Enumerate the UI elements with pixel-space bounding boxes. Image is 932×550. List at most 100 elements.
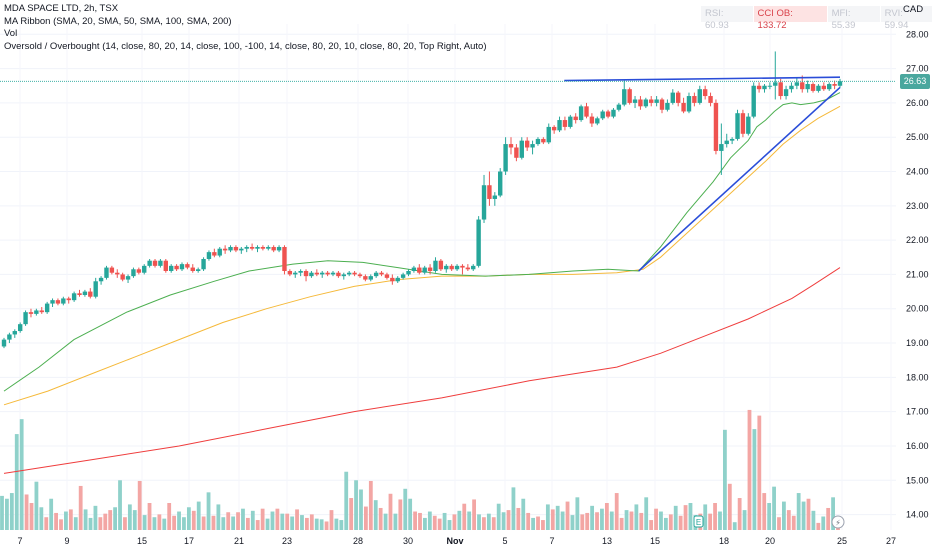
volume-bar xyxy=(196,501,201,530)
candle-body xyxy=(476,219,481,266)
candle-body xyxy=(751,85,756,117)
volume-bar xyxy=(103,513,108,530)
candle-body xyxy=(654,99,659,103)
candle-body xyxy=(314,272,320,275)
candle-body xyxy=(195,269,201,271)
volume-bar xyxy=(324,521,329,530)
volume-bar xyxy=(250,510,255,530)
candle-body xyxy=(266,246,271,249)
candle-body xyxy=(320,272,325,275)
candle-body xyxy=(298,270,303,273)
volume-bar xyxy=(718,511,722,530)
volume-bars xyxy=(0,409,840,530)
volume-bar xyxy=(437,518,442,530)
candle-body xyxy=(206,252,212,259)
volume-legend[interactable]: Vol xyxy=(4,28,18,39)
volume-bar xyxy=(182,517,186,530)
volume-bar xyxy=(516,507,521,530)
symbol-title[interactable]: MDA SPACE LTD, 2h, TSX xyxy=(4,3,119,14)
candle-body xyxy=(605,111,611,117)
volume-bar xyxy=(137,480,142,530)
volume-bar xyxy=(545,504,550,530)
volume-bar xyxy=(9,493,14,530)
volume-bar xyxy=(634,504,639,530)
candle-body xyxy=(444,265,449,270)
candle-body xyxy=(800,82,805,90)
candle-body xyxy=(98,277,104,282)
candle-body xyxy=(794,82,800,86)
candle-body xyxy=(503,144,508,172)
candle-body xyxy=(142,265,147,273)
volume-bar xyxy=(801,501,806,530)
candle-body xyxy=(336,272,341,277)
x-tick-Nov: Nov xyxy=(446,536,463,546)
candle-body xyxy=(325,272,330,275)
candle-body xyxy=(573,116,578,121)
candle-body xyxy=(384,274,390,278)
x-tick-27: 27 xyxy=(886,536,896,546)
osob-cell-0: RSI: 60.93 xyxy=(701,6,753,31)
lightning-icon xyxy=(831,515,845,529)
volume-bar xyxy=(668,514,673,530)
candle-body xyxy=(778,82,783,97)
candle-body xyxy=(61,298,66,304)
candle-body xyxy=(71,293,77,301)
volume-bar xyxy=(786,510,791,530)
volume-bar xyxy=(64,511,68,530)
volume-bar xyxy=(442,512,447,530)
volume-bar xyxy=(39,507,44,530)
candle-body xyxy=(28,312,34,314)
candle-body xyxy=(249,246,255,249)
candle-body xyxy=(805,84,810,90)
volume-bar xyxy=(462,503,467,530)
volume-bar xyxy=(609,511,614,530)
volume-bar xyxy=(511,487,516,530)
volume-bar xyxy=(78,485,83,530)
volume-bar xyxy=(226,512,231,530)
candle-body xyxy=(228,246,233,251)
candle-body xyxy=(519,140,524,158)
volume-bar xyxy=(44,517,49,530)
volume-bar xyxy=(447,520,452,530)
volume-bar xyxy=(364,506,368,530)
volume-bar xyxy=(275,508,280,530)
volume-bar xyxy=(629,511,634,530)
volume-bar xyxy=(177,511,181,530)
volume-bar xyxy=(418,512,422,530)
candle-body xyxy=(762,85,767,90)
x-tick-28: 28 xyxy=(353,536,363,546)
volume-bar xyxy=(423,517,427,530)
x-tick-7: 7 xyxy=(549,536,554,546)
earnings-icon-glyph: E xyxy=(696,518,701,527)
sma200-line xyxy=(3,267,841,474)
volume-bar xyxy=(373,500,378,530)
volume-bar xyxy=(816,522,821,530)
volume-bar xyxy=(236,512,240,530)
candle-body xyxy=(541,138,546,143)
candle-body xyxy=(616,104,622,110)
candle-body xyxy=(271,246,276,251)
candle-body xyxy=(82,291,88,296)
volume-bar xyxy=(408,498,413,530)
ma-ribbon-legend[interactable]: MA Ribbon (SMA, 20, SMA, 50, SMA, 100, S… xyxy=(4,15,232,27)
candle-body xyxy=(524,140,530,148)
y-tick-25.00: 25.00 xyxy=(906,132,929,142)
candle-body xyxy=(212,252,217,256)
volume-bar xyxy=(83,509,88,530)
volume-bar xyxy=(49,498,54,530)
currency-label[interactable]: CAD xyxy=(903,4,924,15)
candle-body xyxy=(498,171,503,196)
volume-bar xyxy=(147,503,152,530)
candle-body xyxy=(147,260,152,266)
volume-bar xyxy=(113,507,118,530)
volume-bar xyxy=(354,480,358,530)
volume-bar xyxy=(413,511,417,530)
volume-bar xyxy=(201,516,206,530)
volume-bar xyxy=(304,517,309,530)
osob-legend[interactable]: Oversold / Overbought (14, close, 80, 20… xyxy=(4,40,487,52)
x-tick-23: 23 xyxy=(282,536,292,546)
candle-body xyxy=(373,272,379,277)
time-axis: 7 9 15 17 21 23 28 30 Nov 5 7 13 15 18 20 25 27 xyxy=(17,536,896,546)
x-tick-18: 18 xyxy=(719,536,729,546)
